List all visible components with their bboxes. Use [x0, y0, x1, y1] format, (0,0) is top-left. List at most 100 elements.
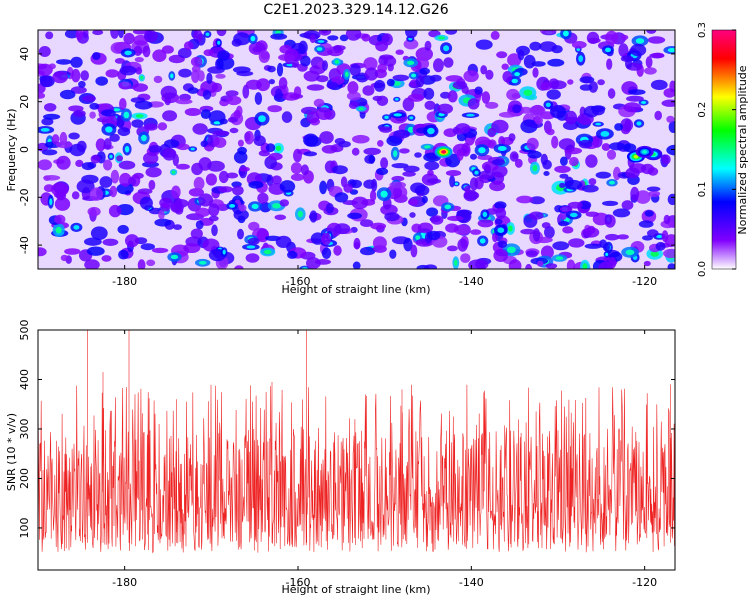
heatmap-speckle [131, 119, 144, 128]
heatmap-speckle-core [411, 73, 417, 78]
heatmap-speckle [257, 192, 269, 204]
heatmap-speckle [426, 178, 442, 184]
heatmap-speckle [351, 147, 360, 156]
heatmap-speckle [424, 100, 436, 111]
heatmap-speckle [519, 106, 533, 114]
heatmap-speckle [430, 215, 444, 225]
heatmap-speckle [351, 196, 369, 210]
heatmap-speckle-core [466, 113, 475, 117]
heatmap-speckle [624, 119, 631, 132]
heatmap-speckle [554, 165, 571, 173]
colorbar-ticks: 0.0 0.1 0.2 0.3 [697, 22, 736, 277]
heatmap-speckle [70, 86, 87, 94]
heatmap-speckle [325, 203, 334, 214]
heatmap-speckle [110, 30, 119, 39]
heatmap-speckle [213, 137, 227, 148]
heatmap-speckle [177, 47, 192, 59]
heatmap-speckle-core [109, 154, 113, 159]
heatmap-speckle-core [393, 150, 398, 158]
heatmap-speckle [506, 88, 520, 101]
heatmap-speckle [41, 149, 58, 156]
heatmap-speckle [60, 254, 69, 262]
heatmap-speckle [119, 65, 137, 76]
heatmap-speckle-core [650, 251, 659, 257]
heatmap-speckle-core [478, 147, 486, 154]
heatmap-speckle [108, 204, 122, 218]
heatmap-speckle [456, 148, 464, 161]
heatmap-speckle [291, 59, 300, 68]
heatmap-speckle [143, 152, 159, 165]
heatmap-speckle [481, 91, 491, 104]
heatmap-speckle [437, 103, 453, 115]
heatmap-speckle-core [124, 146, 130, 153]
heatmap-speckle [559, 206, 573, 213]
heatmap-speckle-core [135, 114, 144, 118]
heatmap-speckle [275, 88, 283, 101]
heatmap-speckle-core [444, 204, 452, 210]
heatmap-speckle [238, 204, 247, 212]
heatmap-speckle [130, 174, 141, 187]
heatmap-speckle [467, 98, 480, 110]
heatmap-speckle [625, 58, 633, 70]
heatmap-speckle [644, 210, 654, 217]
heatmap-speckle [70, 56, 83, 68]
heatmap-speckle [558, 220, 570, 227]
heatmap-speckle [523, 54, 536, 69]
heatmap-speckle [588, 81, 598, 93]
heatmap-speckle [516, 195, 533, 204]
heatmap-speckle-core [222, 249, 226, 255]
heatmap-speckle [171, 185, 181, 199]
heatmap-speckle [543, 171, 550, 176]
heatmap-speckle [602, 200, 619, 206]
heatmap-speckle-core [217, 40, 221, 45]
heatmap-speckle [275, 235, 292, 248]
heatmap-speckle [268, 79, 275, 85]
heatmap-speckle [564, 179, 583, 190]
heatmap-speckle-core [409, 116, 414, 120]
heatmap-speckle [134, 100, 153, 110]
snr-x-axis-label: Height of straight line (km) [281, 583, 430, 596]
snr-y-tick-label: 100 [18, 517, 31, 538]
heatmap-speckle [82, 95, 96, 102]
heatmap-speckle [526, 137, 539, 151]
heatmap-speckle [405, 30, 418, 39]
heatmap-speckle [569, 156, 579, 167]
heatmap-speckle-core [272, 203, 281, 209]
heatmap-peak [635, 145, 654, 158]
heatmap-speckle [157, 122, 168, 131]
heatmap-speckle [346, 91, 361, 101]
heatmap-speckle [661, 230, 669, 243]
heatmap-speckle-core [123, 111, 130, 119]
heatmap-speckle [496, 51, 508, 59]
heatmap-speckle-core [334, 59, 339, 64]
heatmap-speckle [546, 128, 555, 136]
heatmap-speckle [245, 79, 262, 90]
heatmap-speckle [377, 140, 384, 147]
heatmap-speckle [300, 164, 309, 176]
heatmap-speckle [170, 201, 184, 213]
heatmap-speckle [614, 123, 623, 131]
heatmap-speckle [160, 202, 171, 212]
heatmap-speckle [80, 70, 89, 81]
heatmap-speckle [81, 162, 95, 171]
heatmap-speckle-core [393, 81, 401, 86]
heatmap-speckle [347, 212, 362, 219]
snr-x-tick-label: -160 [286, 576, 311, 589]
heatmap-speckle [463, 189, 478, 202]
heatmap-speckle-core [297, 210, 303, 218]
heatmap-speckle-core [569, 212, 578, 218]
heatmap-speckle [158, 209, 165, 220]
heatmap-speckle [310, 232, 325, 245]
heatmap-speckle [144, 123, 158, 131]
heatmap-speckle [579, 106, 586, 118]
heatmap-speckle [494, 201, 507, 210]
heatmap-speckle [348, 101, 359, 109]
heatmap-panel: -180 -160 -140 -120 -40 -20 0 20 40 Height of st… [5, 29, 676, 296]
heatmap-speckle [490, 30, 500, 40]
heatmap-speckle-core [275, 145, 282, 151]
heatmap-speckle [51, 134, 60, 145]
heatmap-speckle [293, 148, 302, 163]
snr-frame [37, 329, 676, 571]
heatmap-speckle [363, 57, 378, 71]
heatmap-speckle [581, 184, 599, 193]
